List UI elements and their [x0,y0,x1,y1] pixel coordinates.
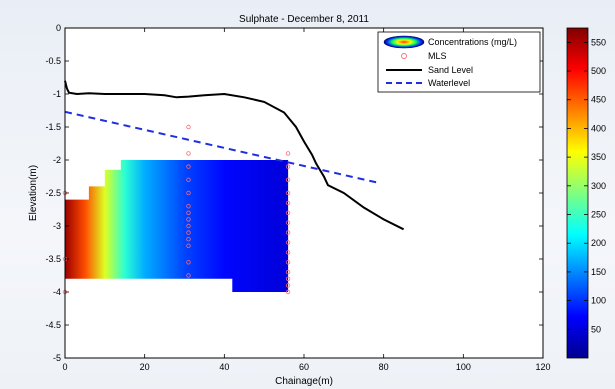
concentration-area [65,160,289,292]
waterlevel-line [64,110,380,185]
mls-marker [285,210,291,215]
colorbar-tick-label: 100 [591,296,606,306]
mls-marker [186,236,191,242]
colorbar-ticks: 50 100 150 200 250 300 350 400 450 500 550 [567,37,606,334]
mls-marker [186,223,191,229]
mls-marker [186,217,191,222]
mls-marker [186,243,191,248]
mls-marker [186,230,191,235]
y-tick-label: -1 [53,89,61,99]
legend-label-concentrations: Concentrations (mg/L) [428,37,517,47]
colorbar-tick-label: 400 [591,123,606,133]
legend-mls-icon [401,53,407,59]
y-tick-label: -0.5 [45,56,61,66]
mls-marker [186,151,191,156]
mls-marker [285,200,291,206]
mls-marker [285,151,291,156]
mls-marker [186,190,191,196]
mls-marker [186,260,191,265]
mls-marker [285,240,291,245]
y-tick-label: -1.5 [45,122,61,132]
y-tick-label: -5 [53,353,61,363]
colorbar-tick-label: 500 [591,66,606,76]
mls-marker [186,210,191,215]
mls-marker [285,164,291,169]
y-tick-label: -2.5 [45,188,61,198]
mls-marker [285,270,291,275]
colorbar-tick-label: 200 [591,238,606,248]
mls-marker [285,276,291,281]
y-tick-label: -4 [53,287,61,297]
mls-marker [186,203,191,209]
colorbar [566,27,589,359]
legend: Concentrations (mg/L) MLS Sand Level Wat… [377,31,541,93]
mls-marker [186,164,191,169]
mls-marker [285,260,291,265]
x-tick-label: 100 [456,362,471,372]
x-tick-label: 20 [140,362,150,372]
y-tick-label: -4.5 [45,320,61,330]
mls-marker [186,273,191,278]
colorbar-tick-label: 250 [591,210,606,220]
y-tick-label: -3 [53,221,61,231]
colorbar-tick-label: 350 [591,152,606,162]
mls-marker [285,230,291,235]
colorbar-tick-label: 450 [591,95,606,105]
y-tick-label: -3.5 [45,254,61,264]
sand-level-line [64,80,405,231]
legend-label-sand: Sand Level [428,65,473,75]
mls-marker [285,289,291,295]
mls-marker [285,177,291,182]
y-tick-label: -2 [53,155,61,165]
colorbar-tick-label: 550 [591,37,606,47]
colorbar-tick-label: 150 [591,267,606,277]
mls-marker [186,124,191,130]
x-tick-label: 80 [379,362,389,372]
legend-contour-icon [383,35,425,49]
y-tick-label: 0 [56,23,61,33]
x-tick-label: 120 [535,362,550,372]
mls-marker [285,190,291,196]
colorbar-tick-label: 50 [591,324,601,334]
legend-label-mls: MLS [428,51,447,61]
x-tick-label: 40 [219,362,229,372]
mls-marker [285,250,291,255]
chart-title: Sulphate - December 8, 2011 [239,14,369,25]
mls-marker [186,177,191,182]
x-tick-label: 60 [299,362,309,372]
x-axis-label: Chainage(m) [275,376,333,387]
x-tick-label: 0 [62,362,67,372]
colorbar-tick-label: 300 [591,181,606,191]
mls-marker [285,283,291,288]
concentration-field [65,160,289,292]
y-axis-label: Elevation(m) [28,165,39,221]
legend-label-water: Waterlevel [428,78,470,88]
mls-marker [285,220,291,225]
